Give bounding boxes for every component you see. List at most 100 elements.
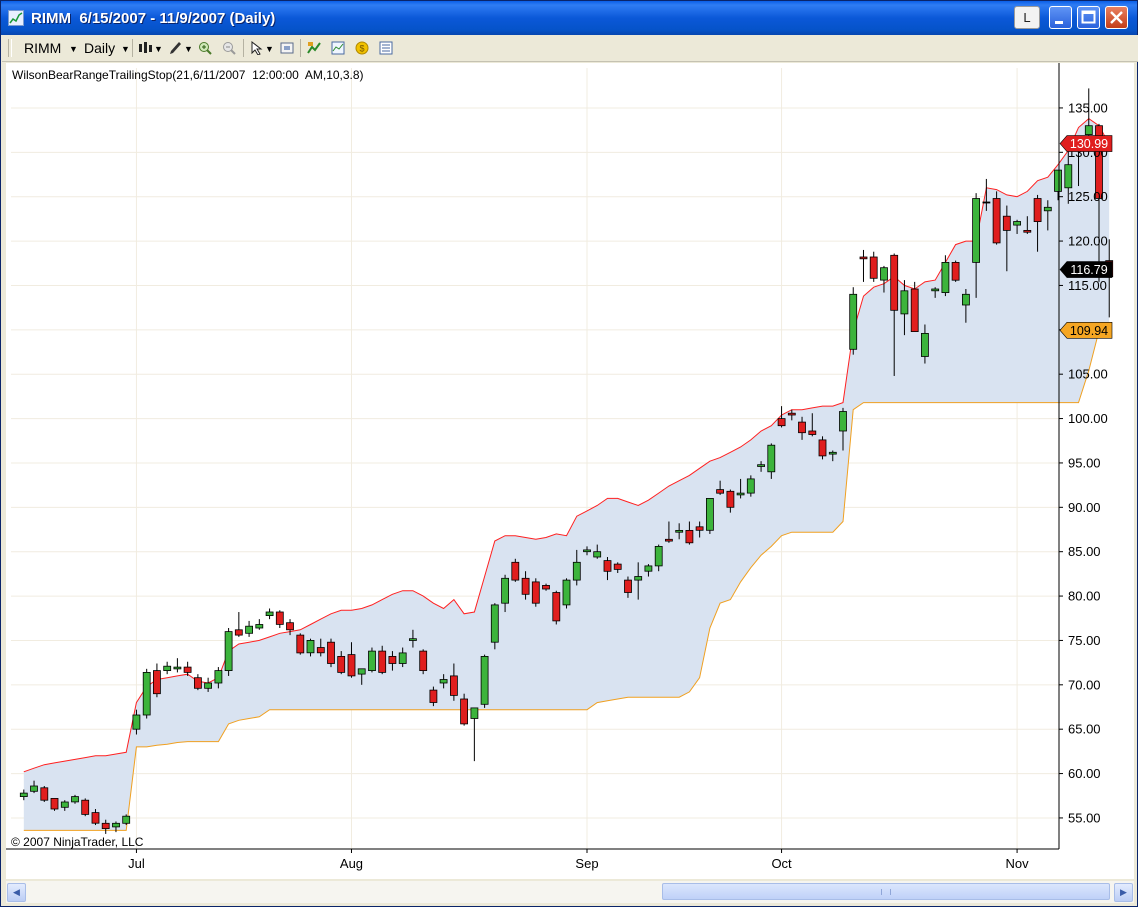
candle-body: [992, 198, 1001, 244]
candle-body: [921, 332, 929, 357]
candle: [685, 521, 694, 545]
price-chart[interactable]: 55.00 60.00 65.00 70.00 75.00 80.00 85.00 90.00…: [6, 63, 1134, 879]
interval-dropdown-icon[interactable]: ▼: [121, 44, 130, 54]
candle-body: [982, 201, 991, 204]
candle: [1043, 200, 1052, 231]
drawing-tool-icon[interactable]: [168, 41, 182, 55]
pointer-icon[interactable]: [250, 41, 264, 55]
candle: [1084, 88, 1093, 137]
candle-body: [695, 526, 704, 531]
horizontal-scrollbar[interactable]: ◀ ▶: [6, 881, 1134, 903]
y-tick-label: 135.00: [1068, 100, 1108, 115]
pointer-dropdown-icon[interactable]: ▼: [265, 44, 274, 54]
candle-body: [572, 561, 581, 581]
chart-panel[interactable]: 55.00 60.00 65.00 70.00 75.00 80.00 85.00 90.00…: [6, 63, 1134, 879]
chart-style-icon[interactable]: [138, 41, 152, 55]
candle: [1064, 146, 1073, 204]
candle-body: [706, 497, 714, 531]
candle: [818, 436, 827, 460]
candle: [941, 255, 950, 297]
candle: [1013, 219, 1021, 234]
candle-body: [644, 565, 653, 572]
x-tick-label: Sep: [575, 856, 598, 871]
candle-body: [624, 579, 632, 593]
candle: [603, 557, 612, 581]
candle-body: [1033, 198, 1042, 223]
candle-body: [71, 796, 79, 803]
instrument-selector[interactable]: RIMM: [24, 40, 62, 56]
candle: [1054, 169, 1062, 201]
indicators-icon[interactable]: [331, 41, 345, 55]
upper-stop-price-label-text: 130.99: [1070, 137, 1108, 151]
scroll-left-arrow-icon[interactable]: ◀: [7, 883, 26, 902]
candle-body: [818, 439, 827, 457]
close-button[interactable]: [1105, 6, 1128, 29]
svg-text:$: $: [359, 44, 364, 54]
candle-body: [787, 412, 796, 416]
candle-body: [900, 290, 909, 315]
candle-body: [839, 411, 847, 432]
candle-body: [501, 577, 510, 604]
candle: [1002, 205, 1011, 272]
candle: [368, 647, 376, 673]
candle: [122, 814, 131, 826]
candle-body: [798, 421, 806, 434]
candle: [962, 288, 970, 323]
window-title: RIMM 6/15/2007 - 11/9/2007 (Daily): [31, 10, 276, 27]
candle: [531, 578, 540, 607]
scroll-right-arrow-icon[interactable]: ▶: [1114, 883, 1133, 902]
candle-body: [562, 579, 571, 606]
properties-icon[interactable]: [379, 41, 393, 55]
chart-style-dropdown-icon[interactable]: ▼: [154, 44, 163, 54]
candle-body: [193, 677, 202, 689]
candle: [490, 603, 499, 650]
candle: [521, 571, 530, 600]
candle: [808, 413, 817, 437]
candle: [245, 620, 254, 637]
candle-body: [1064, 164, 1073, 189]
scroll-thumb[interactable]: [662, 883, 1110, 900]
candle-body: [245, 625, 254, 634]
link-button[interactable]: L: [1014, 6, 1040, 29]
zoom-in-icon[interactable]: [198, 41, 212, 55]
candle-body: [101, 822, 110, 829]
candle: [1023, 216, 1032, 234]
candle-body: [634, 576, 643, 581]
y-tick-label: 90.00: [1068, 500, 1101, 515]
candle: [593, 544, 602, 559]
maximize-button[interactable]: [1077, 6, 1100, 29]
candle: [624, 576, 632, 598]
candle-body: [849, 293, 858, 350]
candle: [665, 521, 673, 543]
candle: [480, 654, 489, 708]
candle: [275, 610, 284, 629]
minimize-button[interactable]: [1049, 6, 1072, 29]
zoom-out-icon[interactable]: [222, 41, 236, 55]
title-bar[interactable]: RIMM 6/15/2007 - 11/9/2007 (Daily) L: [1, 1, 1137, 35]
candle: [193, 674, 202, 691]
candle-body: [1054, 169, 1062, 192]
currency-icon[interactable]: $: [355, 41, 369, 55]
candle: [511, 558, 520, 582]
candle-body: [941, 261, 950, 293]
upper-stop-price-label: 130.99: [1059, 135, 1113, 152]
data-box-icon[interactable]: [280, 41, 294, 55]
candle-body: [869, 256, 878, 279]
candle: [992, 191, 1001, 245]
instrument-dropdown-icon[interactable]: ▼: [69, 44, 78, 54]
interval-selector[interactable]: Daily: [84, 40, 116, 56]
candle-body: [275, 611, 284, 625]
drawing-tool-dropdown-icon[interactable]: ▼: [184, 44, 193, 54]
candle-body: [449, 675, 458, 696]
candle: [71, 794, 79, 804]
candle: [234, 612, 243, 637]
toolbar-separator: [243, 39, 244, 57]
toolbar-separator: [300, 39, 301, 57]
y-tick-label: 75.00: [1068, 633, 1101, 648]
candle-body: [951, 261, 960, 281]
y-tick-label: 85.00: [1068, 544, 1101, 559]
strategies-icon[interactable]: [307, 41, 321, 55]
candle-body: [337, 656, 346, 673]
candle-body: [357, 668, 366, 675]
